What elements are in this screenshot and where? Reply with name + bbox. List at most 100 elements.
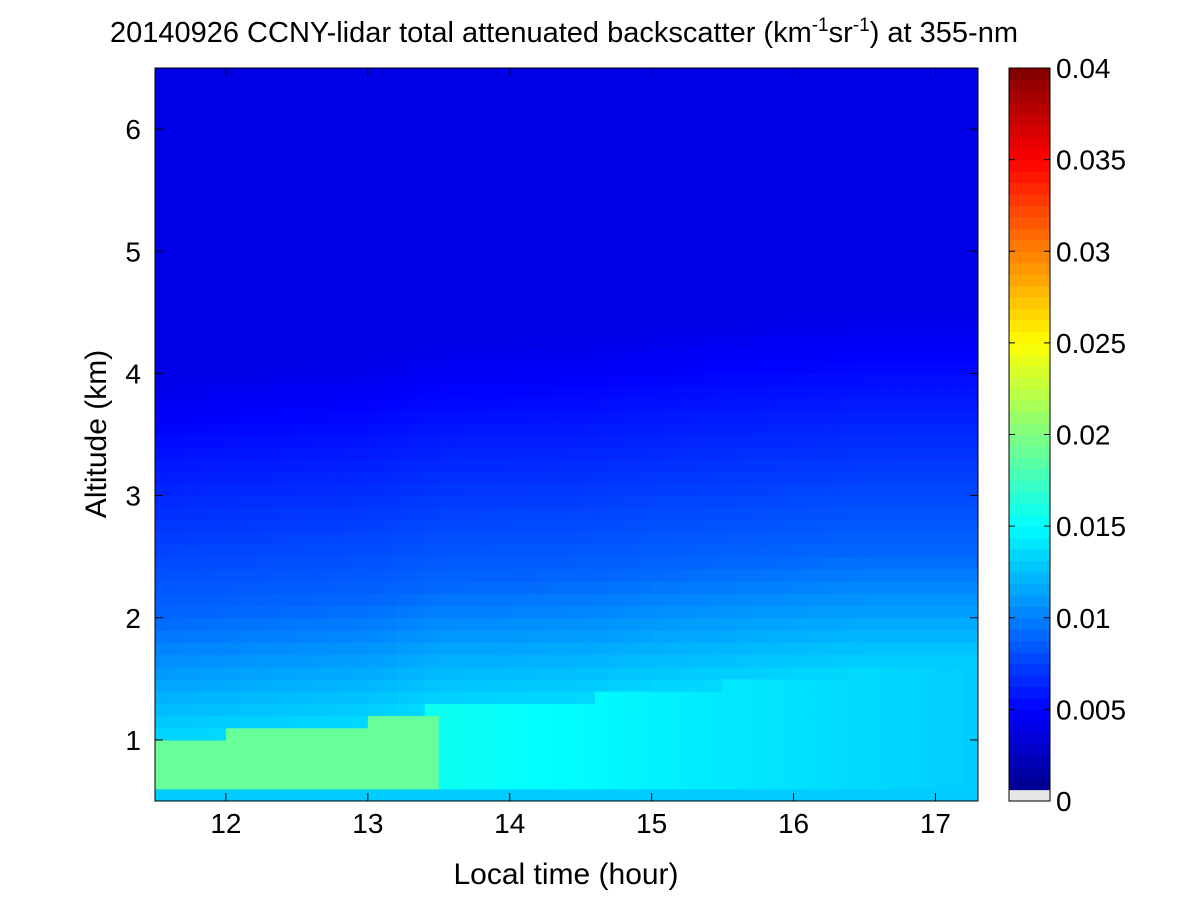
heatmap-cell (963, 434, 978, 448)
heatmap-cell (694, 483, 709, 497)
heatmap-cell (779, 153, 795, 167)
y-axis-label: Altitude (km) (80, 350, 113, 518)
heatmap-cell (325, 336, 341, 350)
heatmap-cell (396, 458, 412, 472)
heatmap-cell (680, 263, 695, 277)
heatmap-cell (878, 556, 894, 570)
heatmap-cell (424, 764, 440, 778)
heatmap-cell (793, 226, 809, 240)
heatmap-cell (651, 520, 667, 533)
heatmap-cell (779, 654, 795, 668)
heatmap-cell (850, 348, 866, 362)
heatmap-cell (736, 764, 752, 778)
heatmap-cell (396, 300, 412, 313)
heatmap-cell (183, 434, 199, 448)
heatmap-cell (552, 739, 568, 753)
heatmap-cell (268, 434, 284, 448)
heatmap-cell (722, 495, 738, 509)
heatmap-cell (424, 434, 440, 448)
heatmap-cell (836, 593, 851, 607)
heatmap-cell (296, 666, 312, 680)
heatmap-cell (580, 422, 596, 436)
heatmap-cell (694, 348, 709, 362)
heatmap-cell (736, 703, 752, 717)
heatmap-cell (538, 361, 553, 375)
heatmap-cell (467, 251, 482, 265)
heatmap-cell (396, 141, 412, 155)
heatmap-cell (211, 434, 227, 448)
heatmap-cell (396, 263, 412, 277)
heatmap-cell (481, 361, 497, 375)
heatmap-cell (155, 654, 170, 668)
heatmap-cell (694, 129, 709, 142)
heatmap-cell (580, 68, 596, 81)
heatmap-cell (623, 593, 639, 607)
heatmap-cell (197, 190, 213, 203)
heatmap-cell (211, 581, 227, 594)
heatmap-cell (396, 324, 412, 338)
heatmap-cell (821, 532, 837, 546)
heatmap-cell (268, 177, 284, 191)
heatmap-cell (637, 678, 653, 692)
heatmap-cell (197, 507, 213, 521)
heatmap-cell (325, 153, 341, 167)
heatmap-cell (169, 397, 184, 411)
heatmap-cell (566, 581, 582, 594)
heatmap-cell (155, 568, 170, 582)
heatmap-cell (467, 654, 482, 668)
heatmap-cell (396, 715, 412, 729)
heatmap-cell (481, 397, 497, 411)
heatmap-cell (864, 177, 880, 191)
heatmap-cell (523, 532, 539, 546)
heatmap-cell (779, 410, 795, 423)
heatmap-cell (680, 532, 695, 546)
heatmap-cell (523, 776, 539, 790)
colorbar-swatch (1009, 411, 1050, 424)
heatmap-cell (694, 214, 709, 228)
heatmap-cell (680, 177, 695, 191)
heatmap-cell (523, 68, 539, 81)
heatmap-cell (382, 300, 397, 313)
heatmap-cell (637, 165, 653, 179)
heatmap-cell (736, 202, 752, 216)
heatmap-cell (694, 446, 709, 460)
heatmap-cell (750, 410, 766, 423)
heatmap-cell (722, 275, 738, 289)
heatmap-cell (949, 141, 965, 155)
heatmap-cell (736, 422, 752, 436)
heatmap-cell (552, 348, 568, 362)
heatmap-cell (523, 483, 539, 497)
heatmap-cell (722, 263, 738, 277)
heatmap-cell (680, 739, 695, 753)
heatmap-cell (325, 202, 341, 216)
heatmap-cell (821, 788, 837, 801)
heatmap-cell (850, 727, 866, 741)
heatmap-cell (963, 336, 978, 350)
heatmap-cell (197, 544, 213, 558)
heatmap-cell (765, 422, 780, 436)
heatmap-cell (240, 104, 255, 118)
heatmap-cell (225, 507, 241, 521)
heatmap-cell (963, 190, 978, 203)
heatmap-cell (566, 177, 582, 191)
heatmap-cell (155, 239, 170, 252)
heatmap-cell (963, 116, 978, 130)
heatmap-cell (538, 642, 553, 655)
heatmap-cell (850, 104, 866, 118)
heatmap-cell (779, 666, 795, 680)
heatmap-cell (836, 92, 851, 106)
heatmap-cell (907, 471, 922, 484)
heatmap-cell (665, 422, 681, 436)
heatmap-cell (311, 239, 326, 252)
heatmap-cell (836, 177, 851, 191)
heatmap-cell (155, 495, 170, 509)
heatmap-cell (509, 177, 525, 191)
heatmap-cell (694, 764, 709, 778)
heatmap-cell (907, 129, 922, 142)
heatmap-cell (325, 556, 341, 570)
heatmap-cell (467, 703, 482, 717)
heatmap-cell (240, 348, 255, 362)
heatmap-cell (609, 129, 624, 142)
heatmap-cell (523, 434, 539, 448)
heatmap-cell (538, 752, 553, 765)
